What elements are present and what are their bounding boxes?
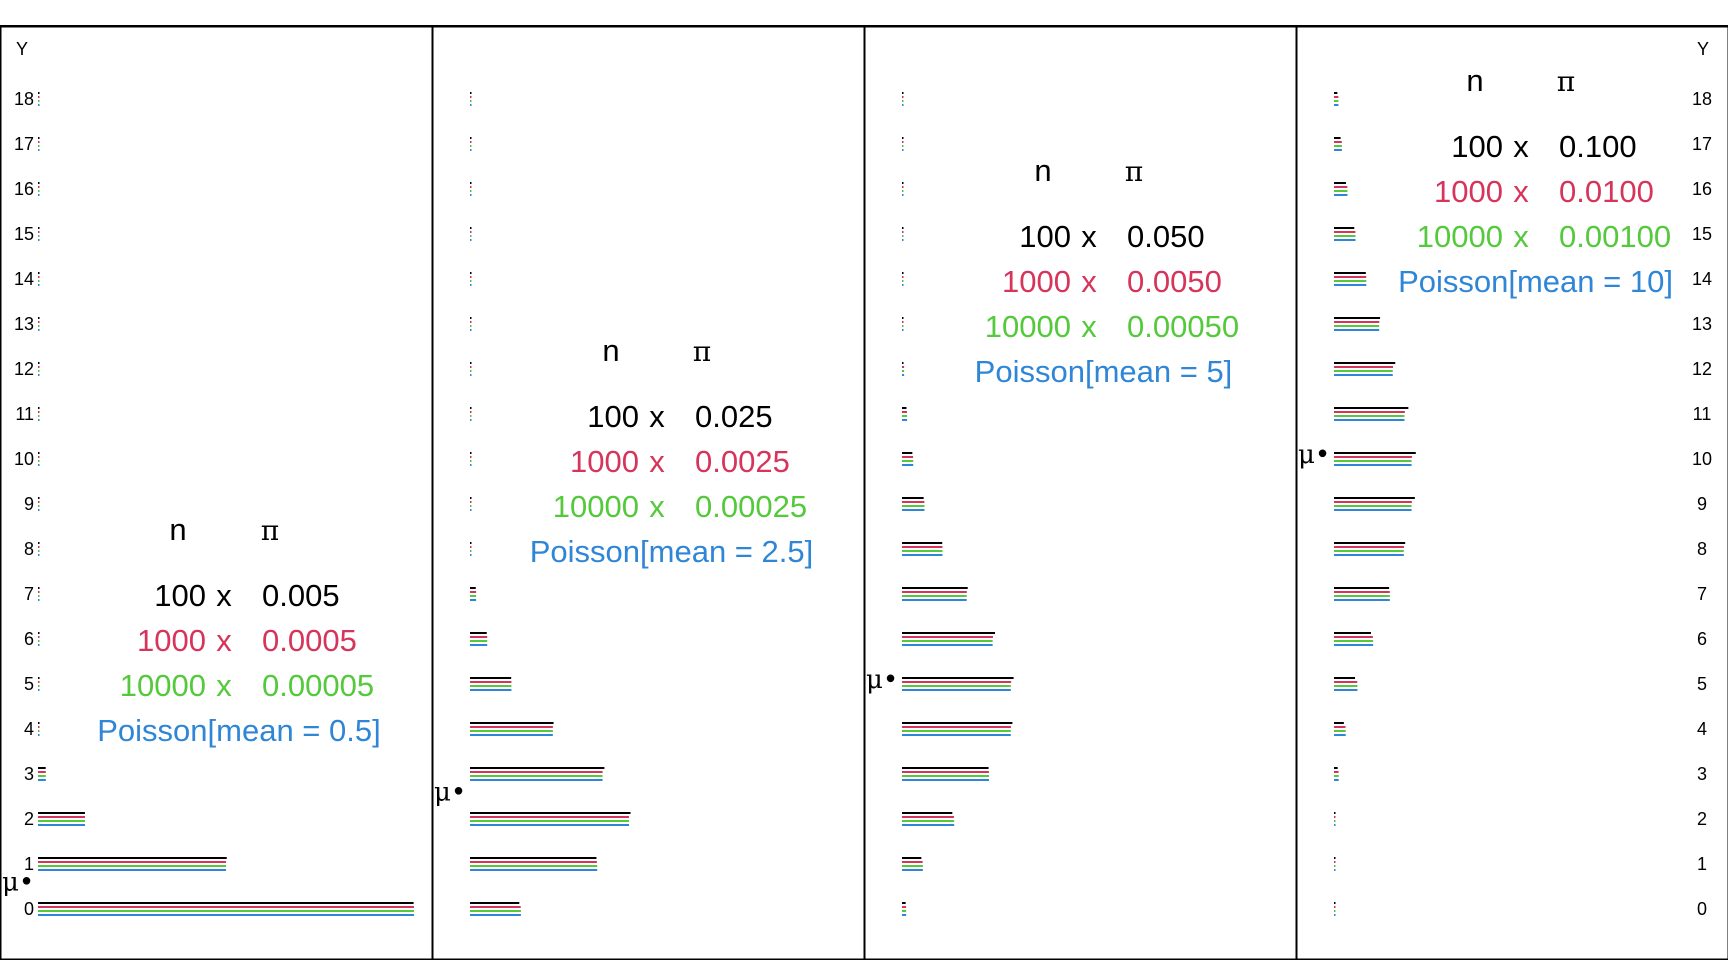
legend-row-pi: 0.0005 [262, 623, 357, 658]
y-tick-label-right: 12 [1692, 359, 1712, 379]
y-tick-label-left: 1 [24, 854, 34, 874]
legend-row-n: 10000 [985, 309, 1071, 344]
legend-header-pi: π [693, 335, 711, 368]
y-tick-label-right: 18 [1692, 89, 1712, 109]
legend-row-x: x [1081, 219, 1097, 254]
y-tick-label-left: 9 [24, 494, 34, 514]
y-tick-label-right: 14 [1692, 269, 1712, 289]
y-tick-label-left: 6 [24, 629, 34, 649]
legend-header-pi: π [261, 514, 279, 547]
mean-marker: μ• [2, 868, 34, 898]
legend-row-n: 1000 [1434, 174, 1503, 209]
legend-row-x: x [649, 444, 665, 479]
legend-row-pi: 0.00100 [1559, 219, 1671, 254]
y-tick-label-right: 9 [1697, 494, 1707, 514]
legend-row-pi: 0.100 [1559, 129, 1637, 164]
legend-poisson: Poisson[mean = 0.5] [97, 713, 380, 748]
legend-row-x: x [1081, 264, 1097, 299]
legend-row-pi: 0.025 [695, 399, 773, 434]
y-axis-label-right: Y [1697, 39, 1709, 59]
y-tick-label-right: 2 [1697, 809, 1707, 829]
y-tick-label-right: 1 [1697, 854, 1707, 874]
legend-row-n: 100 [1019, 219, 1071, 254]
y-tick-label-right: 6 [1697, 629, 1707, 649]
y-tick-label-left: 17 [14, 134, 34, 154]
y-tick-label-left: 14 [14, 269, 34, 289]
y-tick-label-right: 10 [1692, 449, 1712, 469]
y-tick-label-right: 0 [1697, 899, 1707, 919]
legend-row-n: 1000 [1002, 264, 1071, 299]
legend-row-n: 100 [587, 399, 639, 434]
legend-row-pi: 0.005 [262, 578, 340, 613]
legend-row-n: 100 [154, 578, 206, 613]
mean-marker: μ• [434, 778, 466, 808]
legend-row-pi: 0.050 [1127, 219, 1205, 254]
y-tick-label-left: 3 [24, 764, 34, 784]
y-tick-label-right: 5 [1697, 674, 1707, 694]
legend-header-n: n [1466, 63, 1483, 98]
y-tick-label-right: 3 [1697, 764, 1707, 784]
y-tick-label-left: 8 [24, 539, 34, 559]
y-tick-label-left: 0 [24, 899, 34, 919]
y-tick-label-left: 2 [24, 809, 34, 829]
legend-row-x: x [1513, 219, 1529, 254]
y-tick-label-left: 5 [24, 674, 34, 694]
legend-row-x: x [1513, 174, 1529, 209]
legend-row-x: x [649, 399, 665, 434]
y-tick-label-right: 15 [1692, 224, 1712, 244]
panels-layer [0, 25, 1728, 960]
bars-layer [38, 92, 1416, 916]
y-tick-label-left: 13 [14, 314, 34, 334]
legend-header-n: n [1034, 153, 1051, 188]
legend-header-n: n [169, 512, 186, 547]
legend-row-x: x [216, 668, 232, 703]
y-tick-label-left: 11 [15, 404, 34, 424]
y-tick-label-right: 7 [1697, 584, 1707, 604]
legend-row-x: x [1513, 129, 1529, 164]
y-tick-label-right: 4 [1697, 719, 1707, 739]
legend-row-pi: 0.00050 [1127, 309, 1239, 344]
mean-marker: μ• [1298, 440, 1330, 470]
legend-row-pi: 0.00005 [262, 668, 374, 703]
legend-row-pi: 0.0100 [1559, 174, 1654, 209]
legend-row-pi: 0.0050 [1127, 264, 1222, 299]
y-tick-label-left: 16 [14, 179, 34, 199]
legend-row-n: 10000 [1417, 219, 1503, 254]
legend-poisson: Poisson[mean = 2.5] [530, 534, 813, 569]
y-tick-label-right: 8 [1697, 539, 1707, 559]
legend-row-n: 100 [1451, 129, 1503, 164]
legend-row-pi: 0.00025 [695, 489, 807, 524]
y-tick-label-left: 18 [14, 89, 34, 109]
legend-row-x: x [216, 578, 232, 613]
y-tick-label-left: 12 [14, 359, 34, 379]
y-tick-label-right: 17 [1692, 134, 1712, 154]
legend-header-pi: π [1557, 65, 1575, 98]
legend-row-n: 10000 [553, 489, 639, 524]
y-axis-label-left: Y [16, 39, 28, 59]
y-tick-label-left: 4 [24, 719, 34, 739]
legend-poisson: Poisson[mean = 10] [1398, 264, 1673, 299]
panel-frame [863, 25, 1298, 960]
y-tick-label-right: 11 [1693, 404, 1712, 424]
legend-row-x: x [1081, 309, 1097, 344]
y-tick-label-right: 16 [1692, 179, 1712, 199]
legend-row-x: x [649, 489, 665, 524]
y-tick-label-left: 10 [14, 449, 34, 469]
legend-row-n: 1000 [137, 623, 206, 658]
legend-row-pi: 0.0025 [695, 444, 790, 479]
y-tick-label-left: 7 [24, 584, 34, 604]
legend-header-pi: π [1125, 155, 1143, 188]
legend-row-n: 1000 [570, 444, 639, 479]
y-tick-label-left: 15 [14, 224, 34, 244]
y-tick-label-right: 13 [1692, 314, 1712, 334]
legend-row-x: x [216, 623, 232, 658]
mean-marker: μ• [866, 665, 898, 695]
panel-frame [1295, 25, 1728, 960]
legend-header-n: n [602, 333, 619, 368]
legend-row-n: 10000 [120, 668, 206, 703]
legend-poisson: Poisson[mean = 5] [975, 354, 1233, 389]
panel-frame [0, 25, 434, 960]
